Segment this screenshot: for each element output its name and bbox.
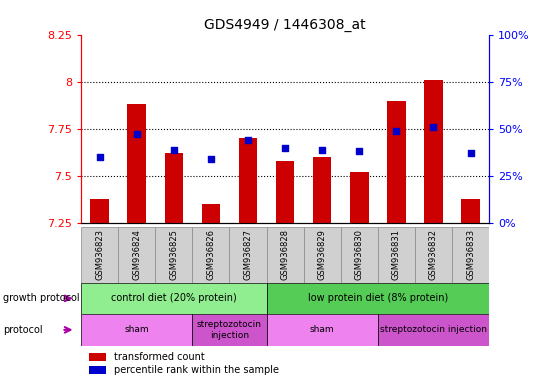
Point [206, 156, 215, 162]
Bar [304, 227, 341, 283]
Text: sham: sham [125, 325, 149, 334]
Bar [118, 227, 155, 283]
Title: GDS4949 / 1446308_at: GDS4949 / 1446308_at [204, 18, 366, 32]
Bar [350, 172, 368, 223]
Text: streptozotocin
injection: streptozotocin injection [197, 320, 262, 339]
Bar [81, 283, 267, 314]
Bar [424, 80, 443, 223]
Bar [313, 157, 331, 223]
Bar [341, 227, 378, 283]
Text: GSM936832: GSM936832 [429, 229, 438, 280]
Text: percentile rank within the sample: percentile rank within the sample [113, 365, 279, 375]
Point [169, 147, 178, 153]
Bar [415, 227, 452, 283]
Text: GSM936829: GSM936829 [318, 229, 326, 280]
Point [95, 154, 104, 160]
Text: low protein diet (8% protein): low protein diet (8% protein) [307, 293, 448, 303]
Bar [202, 204, 220, 223]
Bar [155, 227, 192, 283]
Bar [461, 199, 480, 223]
Bar [89, 366, 106, 374]
Text: GSM936824: GSM936824 [132, 229, 141, 280]
Bar [378, 227, 415, 283]
Bar [192, 314, 267, 346]
Text: protocol: protocol [3, 325, 42, 335]
Bar [387, 101, 406, 223]
Point [392, 127, 401, 134]
Point [318, 147, 326, 153]
Bar [452, 227, 489, 283]
Text: streptozotocin injection: streptozotocin injection [380, 325, 487, 334]
Bar [127, 104, 146, 223]
Bar [267, 227, 304, 283]
Text: GSM936833: GSM936833 [466, 229, 475, 280]
Text: sham: sham [310, 325, 334, 334]
Bar [91, 199, 109, 223]
Text: GSM936830: GSM936830 [355, 229, 364, 280]
Text: growth protocol: growth protocol [3, 293, 79, 303]
Text: GSM936826: GSM936826 [206, 229, 215, 280]
Text: GSM936827: GSM936827 [244, 229, 253, 280]
Bar [164, 153, 183, 223]
Text: control diet (20% protein): control diet (20% protein) [111, 293, 236, 303]
Point [132, 131, 141, 137]
Point [355, 148, 364, 154]
Bar [229, 227, 267, 283]
Bar [276, 161, 295, 223]
Point [466, 150, 475, 156]
Bar [378, 314, 489, 346]
Text: GSM936823: GSM936823 [95, 229, 104, 280]
Point [244, 137, 253, 143]
Text: transformed count: transformed count [113, 353, 205, 362]
Bar [239, 138, 257, 223]
Bar [89, 353, 106, 361]
Point [429, 124, 438, 130]
Text: GSM936825: GSM936825 [169, 229, 178, 280]
Text: GSM936828: GSM936828 [281, 229, 290, 280]
Bar [192, 227, 229, 283]
Bar [81, 314, 192, 346]
Bar [267, 314, 378, 346]
Bar [267, 283, 489, 314]
Text: GSM936831: GSM936831 [392, 229, 401, 280]
Bar [81, 227, 118, 283]
Point [281, 145, 290, 151]
